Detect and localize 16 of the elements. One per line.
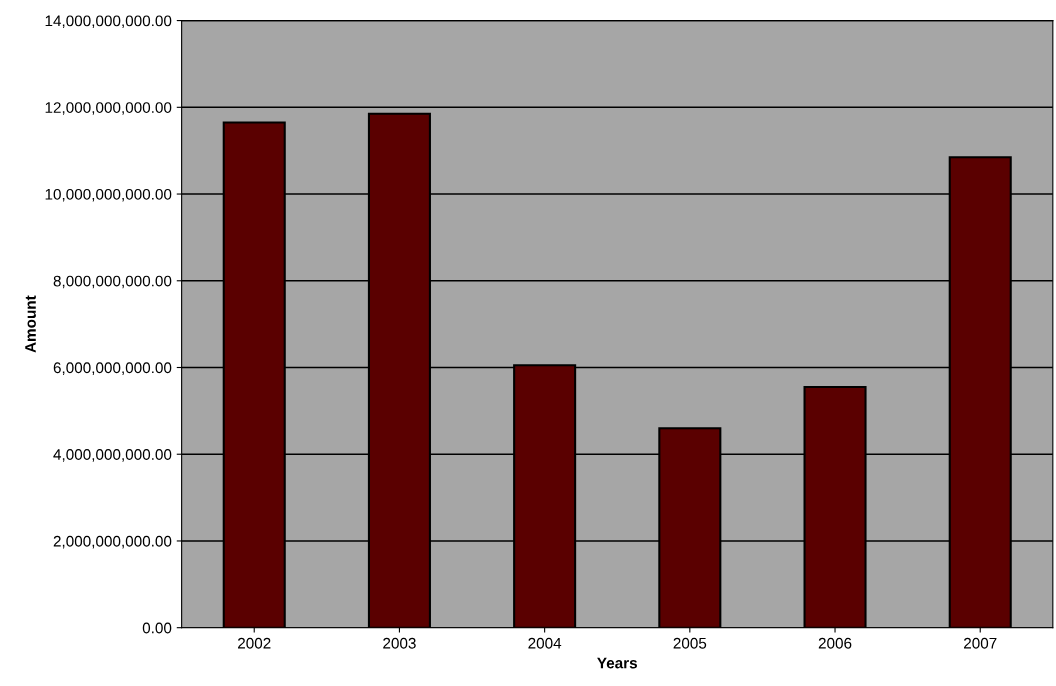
y-tick-label: 12,000,000,000.00: [45, 102, 172, 115]
x-tick-label: 2007: [964, 637, 997, 649]
y-tick-label: 14,000,000,000.00: [45, 15, 172, 29]
y-tick-label: 8,000,000,000.00: [53, 275, 172, 289]
y-tick-label: 4,000,000,000.00: [53, 449, 172, 462]
x-axis-title: Years: [597, 657, 637, 669]
y-axis-title: Amount: [25, 295, 36, 353]
y-tick-label: 10,000,000,000.00: [45, 188, 172, 202]
x-tick-label: 2004: [528, 637, 562, 649]
y-tick-label: 0.00: [142, 622, 172, 634]
x-tick-label: 2006: [818, 637, 852, 649]
x-tick-label: 2005: [673, 637, 707, 649]
y-tick-label: 6,000,000,000.00: [53, 362, 172, 375]
x-tick-label: 2003: [383, 637, 416, 649]
x-tick-label: 2002: [238, 637, 271, 649]
y-tick-label: 2,000,000,000.00: [53, 535, 172, 549]
